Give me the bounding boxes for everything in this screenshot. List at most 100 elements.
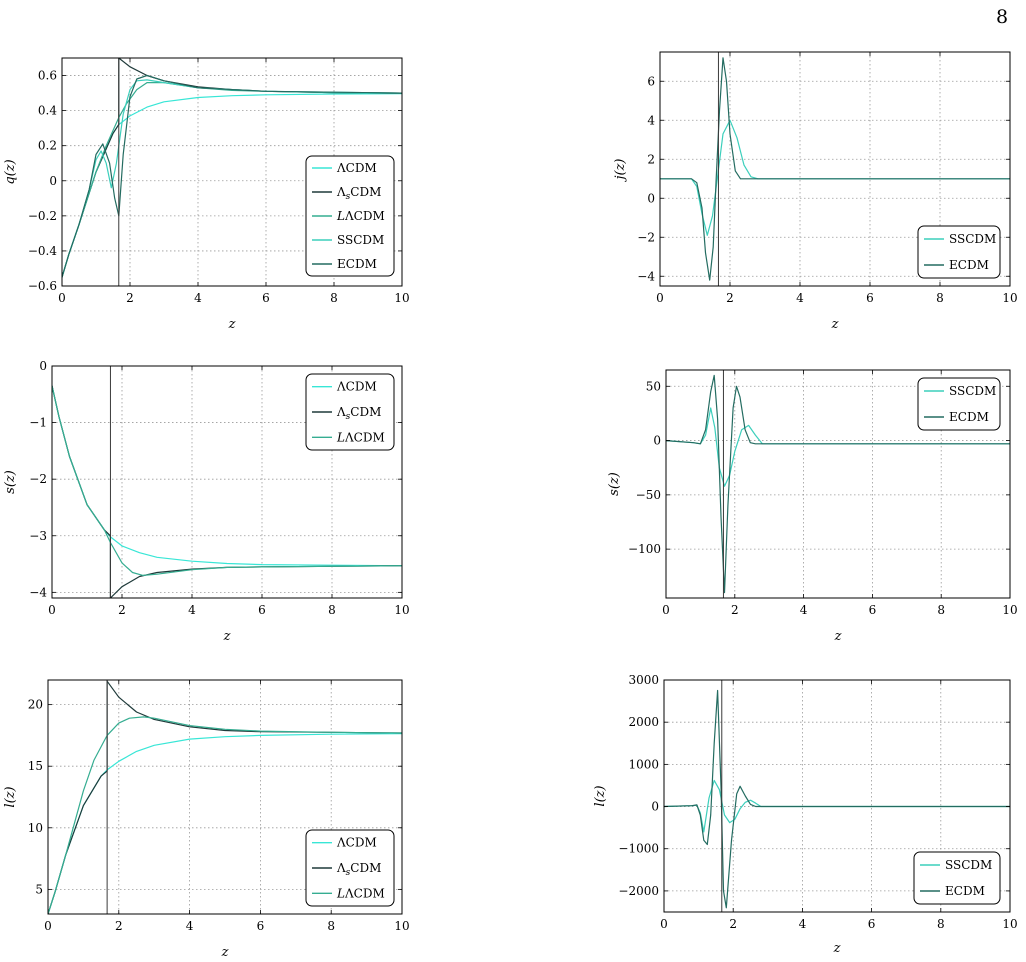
x-tick-label: 2 — [726, 291, 734, 305]
y-tick-label: 2000 — [628, 715, 659, 729]
series-line-0 — [666, 407, 1010, 487]
x-tick-label: 0 — [662, 603, 670, 617]
legend-label: LΛCDM — [336, 209, 385, 223]
x-axis-label: z — [833, 941, 841, 956]
y-tick-label: 0 — [651, 800, 659, 814]
y-tick-label: 0 — [647, 191, 655, 205]
x-axis-label: z — [221, 945, 229, 960]
y-axis-label: l(z) — [593, 785, 608, 806]
y-tick-label: 50 — [646, 379, 661, 393]
x-tick-label: 4 — [188, 603, 196, 617]
panel-s-lambda: 0 2 4 6 8 10 −4 −3 −2 −1 0 z s(z) ΛCDM ΛsCDM LΛCDM — [3, 359, 410, 644]
x-tick-label: 0 — [48, 603, 56, 617]
x-tick-label: 0 — [660, 917, 668, 931]
x-tick-label: 4 — [186, 919, 194, 933]
x-tick-label: 4 — [799, 917, 807, 931]
y-tick-label: 1000 — [628, 757, 659, 771]
y-tick-label: 10 — [28, 821, 43, 835]
y-tick-label: −50 — [636, 488, 661, 502]
legend-label: SSCDM — [949, 232, 996, 246]
y-tick-label: −100 — [628, 542, 661, 556]
x-axis-label: z — [228, 317, 236, 332]
y-tick-label: −2 — [637, 230, 655, 244]
y-tick-label: −0.2 — [28, 209, 57, 223]
legend-label: ECDM — [949, 258, 989, 272]
x-tick-label: 2 — [731, 603, 739, 617]
panel-q-lambda: 0 2 4 6 8 10 −0.6 −0.4 −0.2 0 0.2 0.4 0.6 z q(z) ΛCDM Λs… — [3, 57, 410, 332]
y-tick-label: 2 — [647, 152, 655, 166]
y-tick-label: 0.4 — [38, 104, 57, 118]
x-tick-label: 0 — [58, 291, 66, 305]
x-tick-label: 6 — [257, 919, 265, 933]
y-tick-label: 15 — [28, 759, 43, 773]
x-tick-label: 6 — [869, 603, 877, 617]
panel-l-lambda: 0 2 4 6 8 10 5 10 15 20 z l(z) ΛCDM ΛsCDM LΛCDM — [3, 679, 410, 960]
x-tick-label: 0 — [44, 919, 52, 933]
x-tick-label: 6 — [262, 291, 270, 305]
legend-label: SSCDM — [945, 858, 992, 872]
y-tick-label: 3000 — [628, 673, 659, 687]
x-tick-label: 2 — [126, 291, 134, 305]
series-line-1 — [666, 374, 1010, 594]
legend-label: SSCDM — [949, 384, 996, 398]
legend-label: ECDM — [945, 884, 985, 898]
axes-frame — [665, 369, 1011, 599]
y-tick-label: −2 — [29, 472, 47, 486]
series-line-1 — [660, 57, 1010, 281]
x-tick-label: 2 — [729, 917, 737, 931]
x-axis-label: z — [223, 629, 231, 644]
y-axis-label: j(z) — [613, 158, 628, 182]
x-tick-label: 6 — [258, 603, 266, 617]
x-tick-label: 8 — [328, 603, 336, 617]
x-tick-label: 8 — [937, 603, 945, 617]
y-tick-label: −1 — [29, 416, 47, 430]
x-tick-label: 6 — [868, 917, 876, 931]
axes-frame — [659, 51, 1011, 287]
series-line-2 — [52, 385, 402, 576]
x-tick-label: 6 — [866, 291, 874, 305]
y-axis-label: s(z) — [607, 472, 622, 496]
legend-label: ΛsCDM — [336, 185, 381, 202]
x-tick-label: 10 — [394, 919, 409, 933]
series-line-2 — [48, 716, 402, 914]
x-tick-label: 2 — [115, 919, 123, 933]
y-tick-label: −0.4 — [28, 244, 58, 258]
legend-box — [305, 373, 395, 451]
y-tick-label: −1000 — [618, 842, 659, 856]
x-tick-label: 4 — [800, 603, 808, 617]
panel-j-extended: 0 2 4 6 8 10 −4 −2 0 2 4 6 z j(z) SSCDM ECDM — [613, 51, 1018, 332]
page-number: 8 — [996, 6, 1009, 28]
legend-label: ΛsCDM — [336, 861, 381, 878]
y-axis-label: s(z) — [3, 470, 18, 494]
y-tick-label: 0.6 — [38, 69, 57, 83]
x-axis-label: z — [834, 629, 842, 644]
x-tick-label: 2 — [118, 603, 126, 617]
y-axis-label: l(z) — [3, 786, 18, 807]
x-tick-label: 4 — [194, 291, 202, 305]
legend-label: ΛCDM — [336, 836, 377, 850]
y-tick-label: 0 — [49, 174, 57, 188]
y-tick-label: −0.6 — [28, 279, 57, 293]
panel-l-extended: 0 2 4 6 8 10 −2000 −1000 0 1000 2000 3000 z l(z) SSCDM… — [593, 673, 1018, 956]
x-tick-label: 8 — [327, 919, 335, 933]
y-tick-label: −4 — [637, 269, 655, 283]
y-axis-label: q(z) — [3, 159, 18, 184]
series-line-1 — [48, 680, 402, 914]
axes-frame — [663, 679, 1011, 913]
x-tick-label: 10 — [394, 291, 409, 305]
y-tick-label: 20 — [28, 698, 43, 712]
axes-frame — [51, 365, 403, 599]
axes-frame — [61, 57, 403, 287]
y-tick-label: −2000 — [618, 884, 659, 898]
y-tick-label: 4 — [647, 113, 655, 127]
legend-label: LΛCDM — [336, 430, 385, 444]
x-tick-label: 10 — [1002, 917, 1017, 931]
x-tick-label: 8 — [937, 917, 945, 931]
y-tick-label: 0.2 — [38, 139, 57, 153]
x-tick-label: 4 — [796, 291, 804, 305]
legend-box — [305, 829, 395, 907]
x-tick-label: 10 — [394, 603, 409, 617]
y-tick-label: −4 — [29, 585, 47, 599]
series-line-1 — [664, 689, 1010, 909]
